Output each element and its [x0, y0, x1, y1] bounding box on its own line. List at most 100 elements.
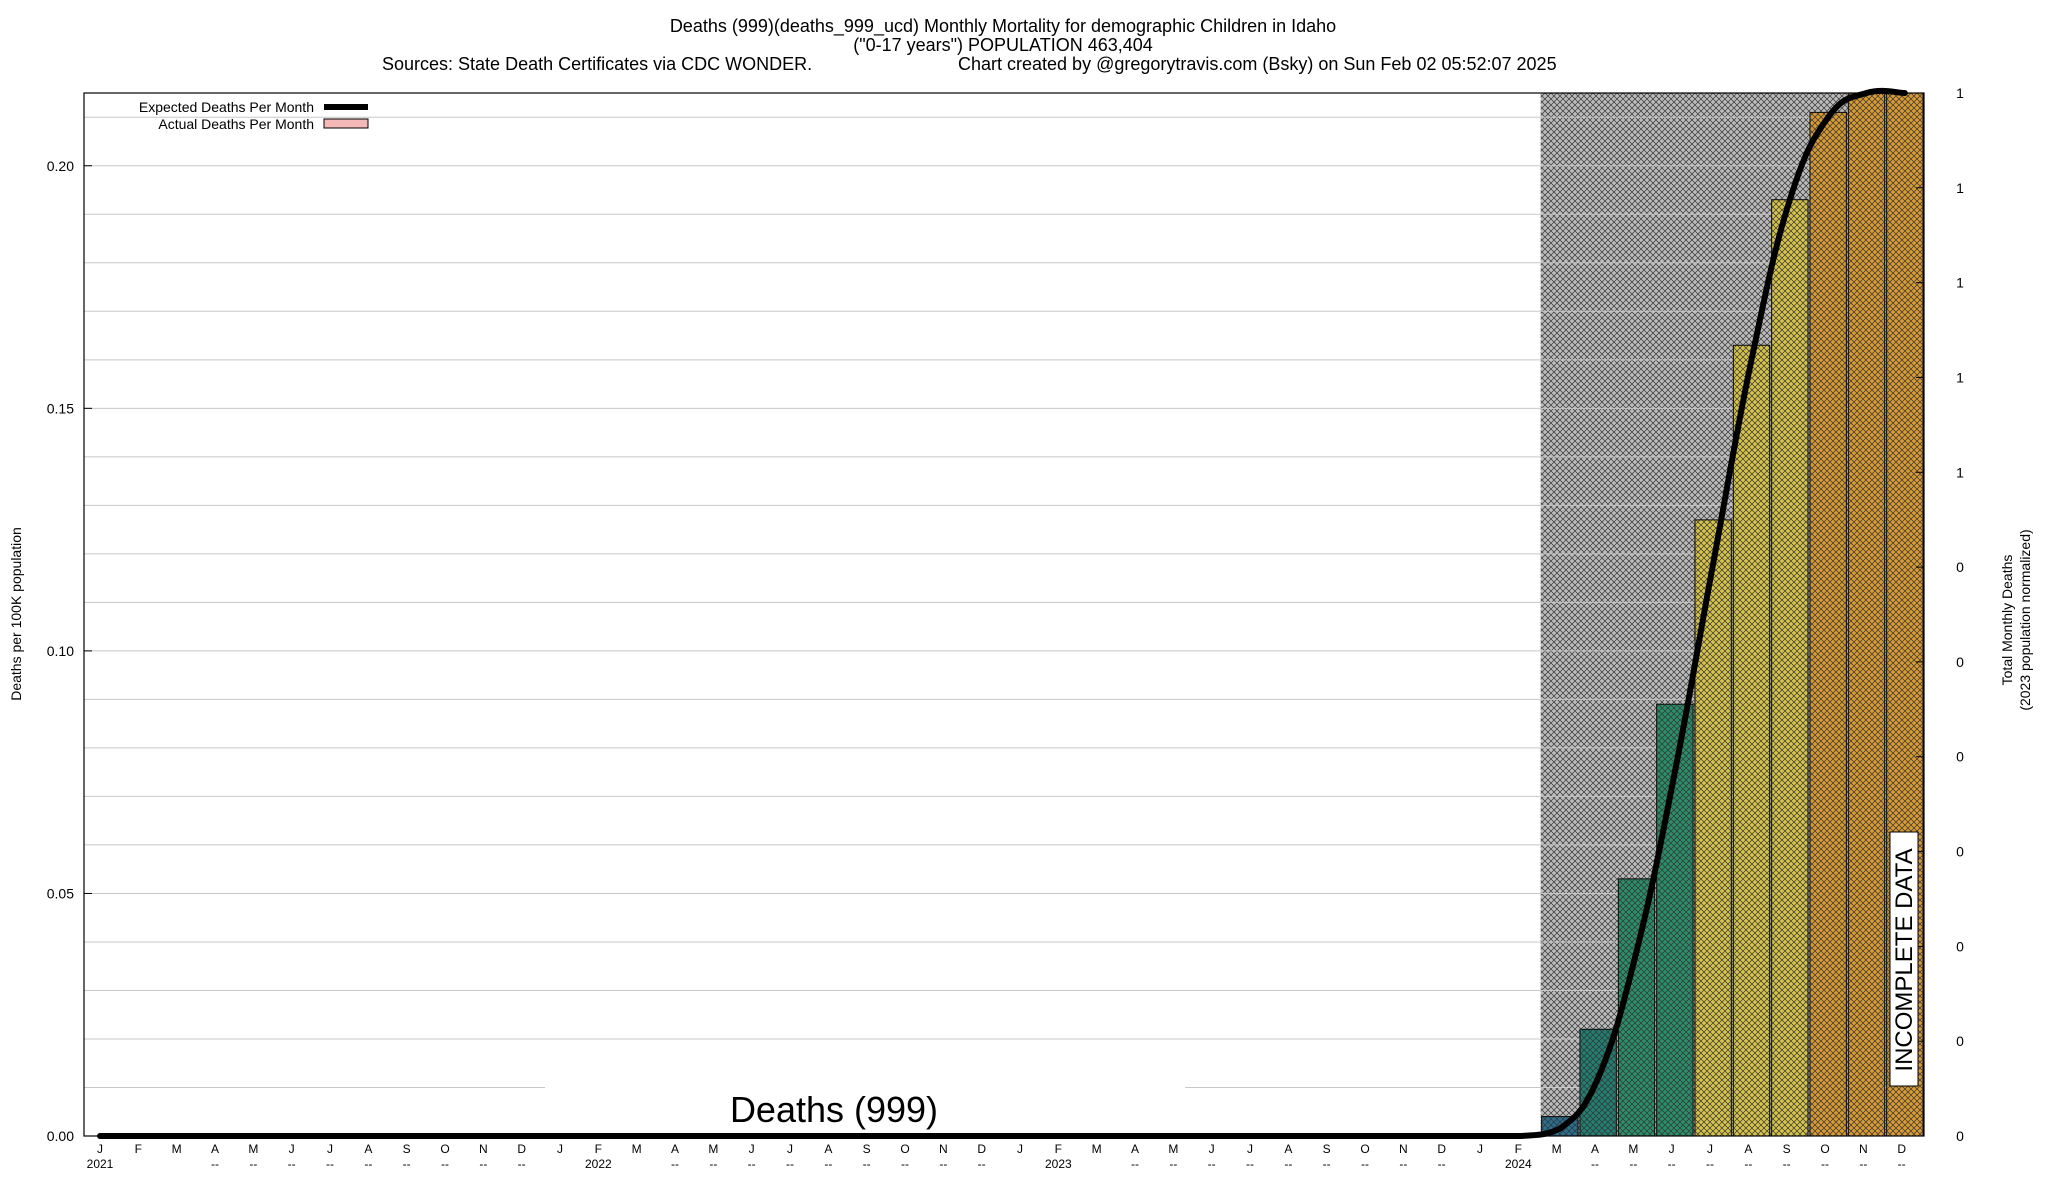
x-month-label: J [1209, 1142, 1215, 1156]
x-month-sublabel: -- [824, 1157, 832, 1171]
x-month-label: M [1552, 1142, 1562, 1156]
x-month-sublabel: -- [364, 1157, 372, 1171]
x-month-sublabel: -- [978, 1157, 986, 1171]
x-month-sublabel: -- [1438, 1157, 1446, 1171]
x-month-label: S [1323, 1142, 1331, 1156]
x-month-label: F [595, 1142, 602, 1156]
x-month-label: S [1783, 1142, 1791, 1156]
x-month-sublabel: -- [1246, 1157, 1254, 1171]
grid-lines [84, 116, 1924, 1088]
y2-tick-label: 0 [1956, 1033, 1964, 1049]
x-month-sublabel: -- [709, 1157, 717, 1171]
x-month-sublabel: -- [1859, 1157, 1867, 1171]
x-month-label: J [97, 1142, 103, 1156]
x-month-label: O [1360, 1142, 1369, 1156]
x-month-sublabel: 2024 [1505, 1157, 1532, 1171]
bar-hatch [1771, 199, 1808, 1136]
x-month-sublabel: -- [326, 1157, 334, 1171]
x-month-sublabel: -- [748, 1157, 756, 1171]
x-month-label: J [557, 1142, 563, 1156]
y-tick-label: 0.15 [47, 400, 74, 416]
x-month-label: M [1092, 1142, 1102, 1156]
x-month-sublabel: -- [403, 1157, 411, 1171]
x-month-sublabel: -- [1399, 1157, 1407, 1171]
x-month-sublabel: -- [1898, 1157, 1906, 1171]
x-month-sublabel: 2023 [1045, 1157, 1072, 1171]
x-month-sublabel: -- [939, 1157, 947, 1171]
chart-sources: Sources: State Death Certificates via CD… [382, 54, 812, 74]
x-month-label: O [1820, 1142, 1829, 1156]
y-tick-label: 0.20 [47, 158, 74, 174]
x-month-label: S [403, 1142, 411, 1156]
x-month-sublabel: -- [288, 1157, 296, 1171]
x-month-label: M [1628, 1142, 1638, 1156]
y2-tick-label: 0 [1956, 844, 1964, 860]
watermark-text: Deaths (999) [730, 1089, 938, 1130]
x-month-label: J [1017, 1142, 1023, 1156]
y2-tick-label: 1 [1956, 180, 1964, 196]
y2-tick-label: 1 [1956, 275, 1964, 291]
x-month-label: F [1515, 1142, 1522, 1156]
legend: Expected Deaths Per Month Actual Deaths … [139, 99, 369, 132]
bar-hatch [1810, 112, 1847, 1136]
x-month-label: J [1707, 1142, 1713, 1156]
x-month-sublabel: -- [249, 1157, 257, 1171]
x-month-label: D [977, 1142, 986, 1156]
incomplete-label-text: INCOMPLETE DATA [1891, 848, 1918, 1071]
x-month-label: A [1591, 1142, 1599, 1156]
x-month-label: A [364, 1142, 372, 1156]
y2-tick-label: 0 [1956, 654, 1964, 670]
x-month-sublabel: -- [1361, 1157, 1369, 1171]
watermark-mask [545, 1087, 1185, 1137]
x-month-sublabel: -- [1284, 1157, 1292, 1171]
x-month-sublabel: -- [671, 1157, 679, 1171]
y2-tick-label: 0 [1956, 938, 1964, 954]
x-month-sublabel: 2022 [585, 1157, 612, 1171]
x-month-label: J [1477, 1142, 1483, 1156]
x-month-label: A [671, 1142, 679, 1156]
x-month-sublabel: -- [1668, 1157, 1676, 1171]
bar-hatch [1848, 93, 1885, 1136]
y2-tick-label: 0 [1956, 1128, 1964, 1144]
x-month-label: J [787, 1142, 793, 1156]
x-month-sublabel: -- [1744, 1157, 1752, 1171]
x-month-sublabel: -- [518, 1157, 526, 1171]
y2-axis-label-line1: Total Monthly Deaths [1999, 555, 2015, 686]
y2-tick-label: 1 [1956, 464, 1964, 480]
x-month-label: S [863, 1142, 871, 1156]
x-month-label: O [900, 1142, 909, 1156]
legend-actual-label: Actual Deaths Per Month [158, 116, 314, 132]
x-month-label: M [1168, 1142, 1178, 1156]
x-month-label: F [1055, 1142, 1062, 1156]
chart-credit: Chart created by @gregorytravis.com (Bsk… [958, 54, 1557, 74]
y-axis-label: Deaths per 100K population [8, 527, 24, 701]
x-month-label: M [172, 1142, 182, 1156]
x-month-label: J [749, 1142, 755, 1156]
x-month-sublabel: -- [1821, 1157, 1829, 1171]
x-month-label: A [1744, 1142, 1752, 1156]
x-month-label: A [1131, 1142, 1139, 1156]
x-month-label: J [327, 1142, 333, 1156]
x-month-label: D [1897, 1142, 1906, 1156]
x-month-label: O [440, 1142, 449, 1156]
x-month-sublabel: -- [479, 1157, 487, 1171]
y-axis-ticks: 0.00 0.05 0.10 0.15 0.20 [47, 158, 92, 1144]
x-month-label: J [289, 1142, 295, 1156]
y2-tick-label: 0 [1956, 749, 1964, 765]
x-month-sublabel: -- [1783, 1157, 1791, 1171]
x-month-sublabel: -- [901, 1157, 909, 1171]
chart-subtitle: ("0-17 years") POPULATION 463,404 [853, 35, 1153, 55]
plot-frame [83, 92, 1925, 1137]
y2-tick-label: 1 [1956, 369, 1964, 385]
x-month-label: J [1247, 1142, 1253, 1156]
x-month-sublabel: -- [1629, 1157, 1637, 1171]
incomplete-label-box [1889, 831, 1919, 1087]
x-month-label: A [211, 1142, 219, 1156]
x-month-label: M [708, 1142, 718, 1156]
x-month-sublabel: -- [211, 1157, 219, 1171]
y-tick-label: 0.10 [47, 643, 74, 659]
x-month-sublabel: -- [1706, 1157, 1714, 1171]
x-month-label: M [632, 1142, 642, 1156]
y-tick-label: 0.00 [47, 1128, 74, 1144]
